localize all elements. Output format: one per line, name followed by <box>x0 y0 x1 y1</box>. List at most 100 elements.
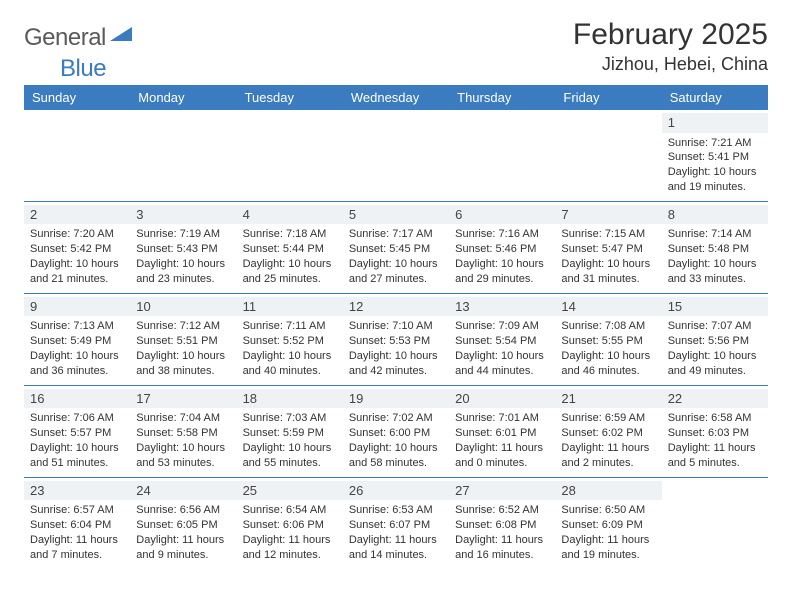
day-number: 24 <box>130 481 236 501</box>
calendar-day-cell: 22Sunrise: 6:58 AMSunset: 6:03 PMDayligh… <box>662 385 768 477</box>
daylight-line: Daylight: 10 hours and 33 minutes. <box>668 257 762 287</box>
day-number: 5 <box>343 205 449 225</box>
day-number: 8 <box>662 205 768 225</box>
daylight-line: Daylight: 10 hours and 21 minutes. <box>30 257 124 287</box>
sunset-line: Sunset: 6:02 PM <box>561 426 655 441</box>
sunrise-line: Sunrise: 7:02 AM <box>349 411 443 426</box>
sunrise-line: Sunrise: 6:52 AM <box>455 503 549 518</box>
sunset-line: Sunset: 6:04 PM <box>30 518 124 533</box>
sunrise-line: Sunrise: 6:59 AM <box>561 411 655 426</box>
calendar-empty-cell: . <box>24 110 130 201</box>
calendar-day-cell: 20Sunrise: 7:01 AMSunset: 6:01 PMDayligh… <box>449 385 555 477</box>
calendar-day-cell: 24Sunrise: 6:56 AMSunset: 6:05 PMDayligh… <box>130 477 236 568</box>
sunrise-line: Sunrise: 6:50 AM <box>561 503 655 518</box>
calendar-empty-cell: . <box>343 110 449 201</box>
calendar-day-cell: 18 Sunrise: 7:03 AMSunset: 5:59 PMDayligh… <box>237 385 343 477</box>
sunset-line: Sunset: 5:51 PM <box>136 334 230 349</box>
day-number: 20 <box>449 389 555 409</box>
calendar-empty-cell: . <box>237 110 343 201</box>
title-block: February 2025 Jizhou, Hebei, China <box>573 18 768 75</box>
brand-text-general: General <box>24 24 106 52</box>
sunrise-line: Sunrise: 7:03 AM <box>243 411 337 426</box>
sunset-line: Sunset: 5:59 PM <box>243 426 337 441</box>
day-number: 14 <box>555 297 661 317</box>
sunrise-line: Sunrise: 7:15 AM <box>561 227 655 242</box>
calendar-day-cell: 9Sunrise: 7:13 AMSunset: 5:49 PMDaylight… <box>24 293 130 385</box>
day-number: 21 <box>555 389 661 409</box>
daylight-line: Daylight: 11 hours and 14 minutes. <box>349 533 443 563</box>
daylight-line: Daylight: 10 hours and 40 minutes. <box>243 349 337 379</box>
sunrise-line: Sunrise: 7:13 AM <box>30 319 124 334</box>
weekday-header: Saturday <box>662 85 768 110</box>
sunset-line: Sunset: 5:57 PM <box>30 426 124 441</box>
header: General February 2025 Jizhou, Hebei, Chi… <box>24 18 768 75</box>
calendar-day-cell: 4Sunrise: 7:18 AMSunset: 5:44 PMDaylight… <box>237 201 343 293</box>
calendar-week-row: 2Sunrise: 7:20 AMSunset: 5:42 PMDaylight… <box>24 201 768 293</box>
daylight-line: Daylight: 10 hours and 19 minutes. <box>668 165 762 195</box>
sunrise-line: Sunrise: 6:53 AM <box>349 503 443 518</box>
sunset-line: Sunset: 5:41 PM <box>668 150 762 165</box>
day-number: 11 <box>237 297 343 317</box>
sunrise-line: Sunrise: 6:56 AM <box>136 503 230 518</box>
calendar-week-row: ......1Sunrise: 7:21 AMSunset: 5:41 PMDa… <box>24 110 768 201</box>
sunset-line: Sunset: 6:06 PM <box>243 518 337 533</box>
sunset-line: Sunset: 5:43 PM <box>136 242 230 257</box>
daylight-line: Daylight: 11 hours and 2 minutes. <box>561 441 655 471</box>
calendar-day-cell: 23Sunrise: 6:57 AMSunset: 6:04 PMDayligh… <box>24 477 130 568</box>
day-number: 23 <box>24 481 130 501</box>
calendar-day-cell: 1Sunrise: 7:21 AMSunset: 5:41 PMDaylight… <box>662 110 768 201</box>
calendar-day-cell: 27Sunrise: 6:52 AMSunset: 6:08 PMDayligh… <box>449 477 555 568</box>
sunrise-line: Sunrise: 7:06 AM <box>30 411 124 426</box>
sunrise-line: Sunrise: 7:16 AM <box>455 227 549 242</box>
day-number: 18 <box>237 389 343 409</box>
day-number: 6 <box>449 205 555 225</box>
weekday-header: Friday <box>555 85 661 110</box>
daylight-line: Daylight: 10 hours and 58 minutes. <box>349 441 443 471</box>
day-number: 1 <box>662 113 768 133</box>
daylight-line: Daylight: 11 hours and 12 minutes. <box>243 533 337 563</box>
weekday-header: Thursday <box>449 85 555 110</box>
calendar-day-cell: 8Sunrise: 7:14 AMSunset: 5:48 PMDaylight… <box>662 201 768 293</box>
daylight-line: Daylight: 10 hours and 42 minutes. <box>349 349 443 379</box>
brand-text-blue: Blue <box>60 55 106 82</box>
sunset-line: Sunset: 5:53 PM <box>349 334 443 349</box>
brand-triangle-icon <box>110 25 132 46</box>
day-number: 25 <box>237 481 343 501</box>
calendar-day-cell: 21 Sunrise: 6:59 AMSunset: 6:02 PMDayligh… <box>555 385 661 477</box>
day-number: 7 <box>555 205 661 225</box>
sunset-line: Sunset: 5:55 PM <box>561 334 655 349</box>
sunset-line: Sunset: 5:58 PM <box>136 426 230 441</box>
sunrise-line: Sunrise: 7:20 AM <box>30 227 124 242</box>
day-number: 17 <box>130 389 236 409</box>
calendar-day-cell: 10Sunrise: 7:12 AMSunset: 5:51 PMDayligh… <box>130 293 236 385</box>
calendar-day-cell: 2 Sunrise: 7:20 AMSunset: 5:42 PMDaylight… <box>24 201 130 293</box>
daylight-line: Daylight: 10 hours and 27 minutes. <box>349 257 443 287</box>
sunrise-line: Sunrise: 6:54 AM <box>243 503 337 518</box>
daylight-line: Daylight: 10 hours and 29 minutes. <box>455 257 549 287</box>
calendar-day-cell: 28Sunrise: 6:50 AMSunset: 6:09 PMDayligh… <box>555 477 661 568</box>
sunrise-line: Sunrise: 7:14 AM <box>668 227 762 242</box>
calendar-empty-cell: . <box>555 110 661 201</box>
daylight-line: Daylight: 10 hours and 55 minutes. <box>243 441 337 471</box>
day-number: 10 <box>130 297 236 317</box>
sunset-line: Sunset: 5:46 PM <box>455 242 549 257</box>
sunrise-line: Sunrise: 7:07 AM <box>668 319 762 334</box>
calendar-day-cell: 19Sunrise: 7:02 AMSunset: 6:00 PMDayligh… <box>343 385 449 477</box>
day-number: 13 <box>449 297 555 317</box>
calendar-empty-cell: . <box>662 477 768 568</box>
calendar-week-row: 9Sunrise: 7:13 AMSunset: 5:49 PMDaylight… <box>24 293 768 385</box>
day-number: 28 <box>555 481 661 501</box>
day-number: 2 <box>24 205 130 225</box>
calendar-day-cell: 14Sunrise: 7:08 AMSunset: 5:55 PMDayligh… <box>555 293 661 385</box>
calendar-day-cell: 11Sunrise: 7:11 AMSunset: 5:52 PMDayligh… <box>237 293 343 385</box>
calendar-day-cell: 15Sunrise: 7:07 AMSunset: 5:56 PMDayligh… <box>662 293 768 385</box>
sunset-line: Sunset: 5:47 PM <box>561 242 655 257</box>
calendar-day-cell: 7Sunrise: 7:15 AMSunset: 5:47 PMDaylight… <box>555 201 661 293</box>
calendar-body: ......1Sunrise: 7:21 AMSunset: 5:41 PMDa… <box>24 110 768 569</box>
daylight-line: Daylight: 10 hours and 36 minutes. <box>30 349 124 379</box>
calendar-week-row: 16Sunrise: 7:06 AMSunset: 5:57 PMDayligh… <box>24 385 768 477</box>
calendar-day-cell: 12Sunrise: 7:10 AMSunset: 5:53 PMDayligh… <box>343 293 449 385</box>
daylight-line: Daylight: 11 hours and 16 minutes. <box>455 533 549 563</box>
day-number: 22 <box>662 389 768 409</box>
sunset-line: Sunset: 5:42 PM <box>30 242 124 257</box>
